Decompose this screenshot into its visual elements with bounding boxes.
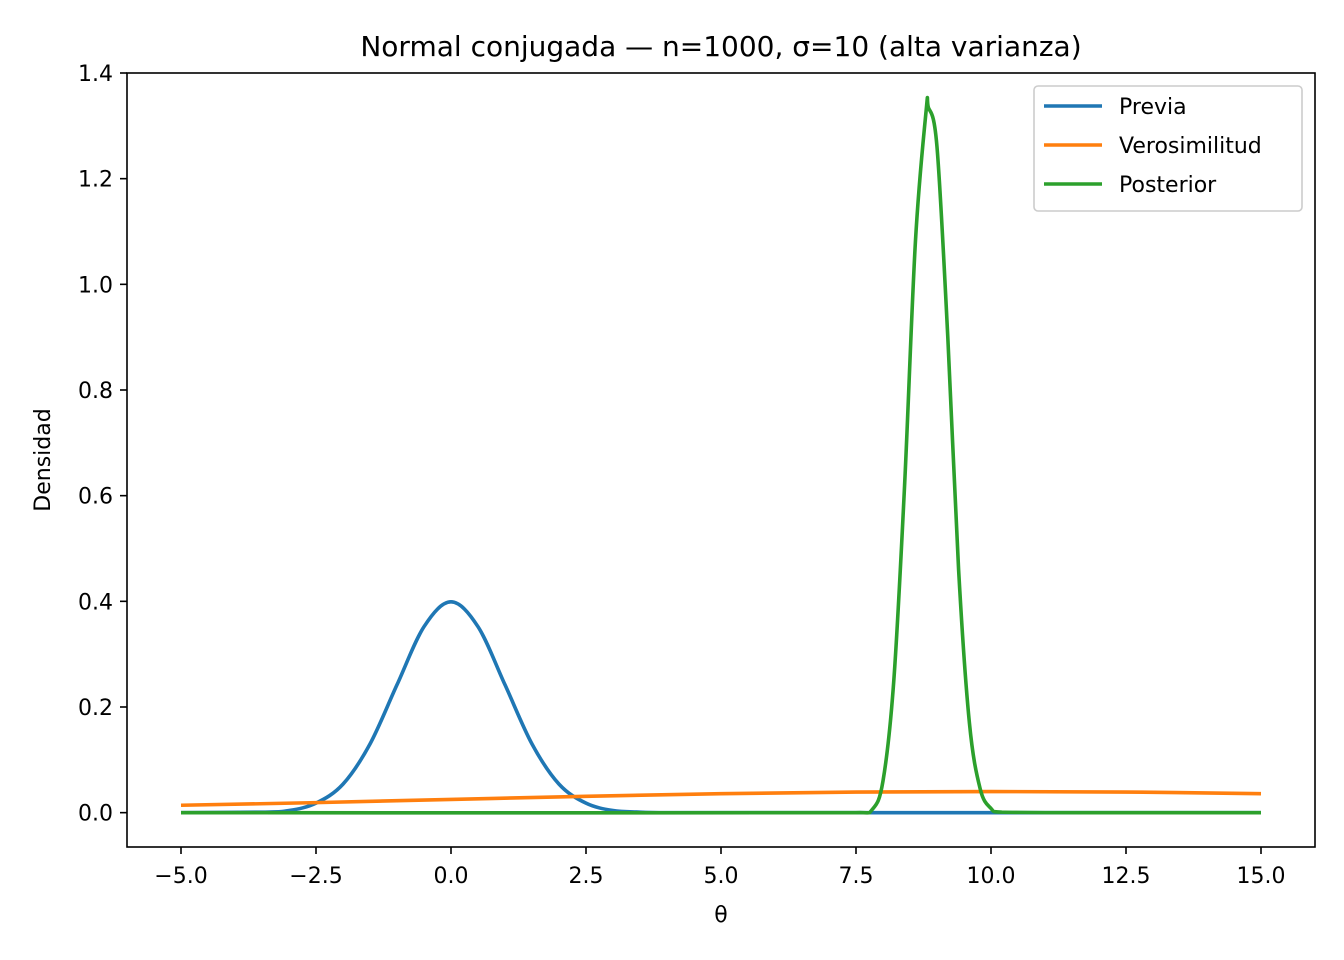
legend: Previa Verosimilitud Posterior — [1033, 85, 1303, 212]
plot-curves — [180, 95, 1262, 815]
y-tick-label: 0.6 — [78, 485, 113, 510]
x-tick-label: 0.0 — [434, 864, 469, 889]
x-tick-label: 2.5 — [569, 864, 604, 889]
chart-title: Normal conjugada — n=1000, σ=10 (alta va… — [360, 30, 1081, 63]
series-line-verosimilitud — [180, 789, 1262, 808]
legend-label-posterior: Posterior — [1119, 173, 1217, 198]
x-axis-label: θ — [714, 903, 727, 928]
y-axis-ticks: 0.0 0.2 0.4 0.6 0.8 1.0 1.2 1.4 — [78, 62, 127, 827]
x-tick-label: 7.5 — [839, 864, 874, 889]
y-tick-label: 1.2 — [78, 168, 113, 193]
y-tick-label: 0.0 — [78, 802, 113, 827]
x-axis-ticks: −5.0 −2.5 0.0 2.5 5.0 7.5 10.0 12.5 15.0 — [154, 847, 1285, 889]
y-axis-label: Densidad — [31, 408, 56, 511]
x-tick-label: 10.0 — [967, 864, 1016, 889]
x-tick-label: −2.5 — [289, 864, 342, 889]
x-tick-label: 12.5 — [1102, 864, 1151, 889]
y-tick-label: 1.4 — [78, 62, 113, 87]
series-line-previa — [180, 600, 1261, 815]
y-tick-label: 0.8 — [78, 379, 113, 404]
x-tick-label: 15.0 — [1237, 864, 1286, 889]
legend-label-verosimilitud: Verosimilitud — [1119, 134, 1262, 159]
x-tick-label: 5.0 — [704, 864, 739, 889]
series-line-posterior — [180, 95, 1262, 815]
legend-box — [1033, 85, 1303, 212]
y-tick-label: 0.2 — [78, 696, 113, 721]
y-tick-label: 1.0 — [78, 273, 113, 298]
y-tick-label: 0.4 — [78, 590, 113, 615]
x-tick-label: −5.0 — [154, 864, 207, 889]
legend-label-previa: Previa — [1119, 95, 1187, 120]
